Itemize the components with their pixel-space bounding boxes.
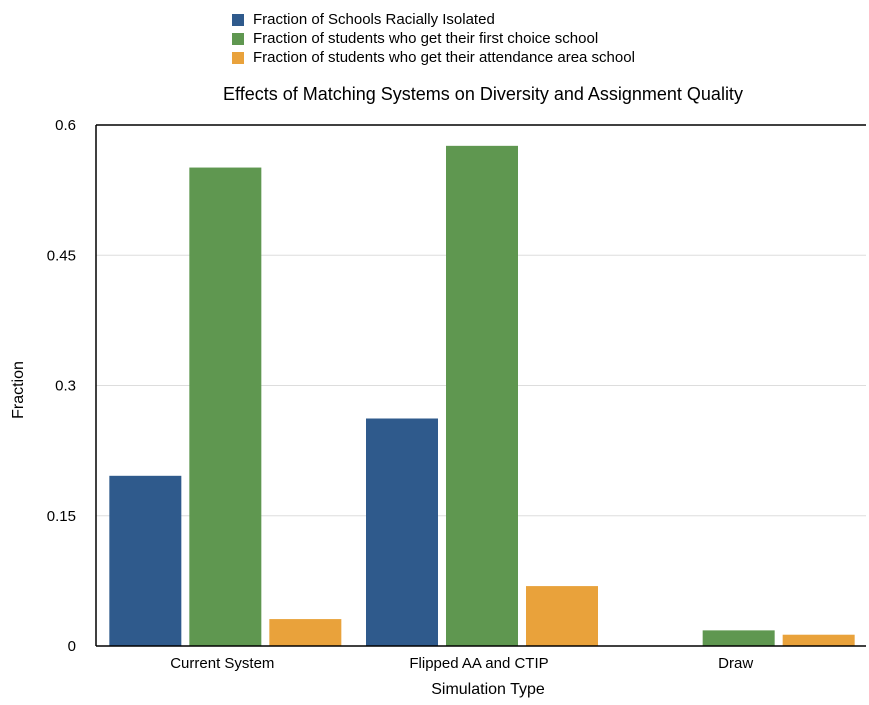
x-tick-label: Flipped AA and CTIP [409,655,548,672]
chart-title: Effects of Matching Systems on Diversity… [223,84,743,104]
bar [109,475,182,646]
bar [189,167,262,646]
legend-item-first-choice: Fraction of students who get their first… [232,29,635,48]
y-tick-label: 0.15 [47,508,76,525]
legend-item-attendance-area: Fraction of students who get their atten… [232,48,635,67]
legend-swatch-first-choice [232,32,244,45]
y-tick-label: 0.3 [55,378,76,395]
legend-swatch-racially-isolated [232,13,244,26]
x-tick-label: Current System [170,655,274,672]
y-tick-label: 0.45 [47,247,76,264]
legend: Fraction of Schools Racially Isolated Fr… [232,10,635,67]
legend-label-racially-isolated: Fraction of Schools Racially Isolated [253,11,495,28]
x-axis-label: Simulation Type [431,681,545,698]
x-tick-label: Draw [718,655,753,672]
bar [702,630,775,646]
bar [782,634,855,646]
y-tick-label: 0.6 [55,117,76,134]
y-tick-label: 0 [68,638,76,655]
bar [269,619,342,646]
legend-swatch-attendance-area [232,51,244,64]
bar [446,145,518,646]
legend-label-attendance-area: Fraction of students who get their atten… [253,49,635,66]
bar [526,586,598,646]
legend-label-first-choice: Fraction of students who get their first… [253,30,599,47]
legend-item-racially-isolated: Fraction of Schools Racially Isolated [232,10,635,29]
bar [366,418,438,646]
